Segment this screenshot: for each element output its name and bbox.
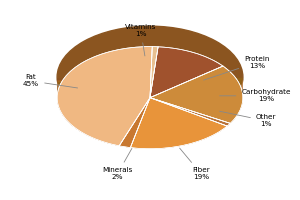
Text: Other
1%: Other 1% bbox=[220, 111, 276, 127]
Polygon shape bbox=[119, 77, 150, 146]
Text: Carbohydrate
19%: Carbohydrate 19% bbox=[220, 89, 291, 102]
Polygon shape bbox=[130, 98, 227, 149]
Polygon shape bbox=[57, 78, 243, 149]
Ellipse shape bbox=[57, 26, 243, 128]
Polygon shape bbox=[150, 77, 227, 126]
Polygon shape bbox=[150, 47, 158, 98]
Text: Fat
45%: Fat 45% bbox=[23, 74, 78, 88]
Polygon shape bbox=[57, 78, 243, 149]
Polygon shape bbox=[150, 47, 223, 98]
Polygon shape bbox=[119, 77, 150, 146]
Polygon shape bbox=[57, 78, 242, 149]
Polygon shape bbox=[150, 77, 230, 123]
Polygon shape bbox=[57, 47, 152, 146]
Polygon shape bbox=[150, 98, 230, 126]
Polygon shape bbox=[119, 79, 243, 149]
Text: Minerals
2%: Minerals 2% bbox=[102, 148, 133, 180]
Text: Vitamins
1%: Vitamins 1% bbox=[125, 24, 156, 56]
Polygon shape bbox=[57, 79, 230, 149]
Text: Protein
13%: Protein 13% bbox=[204, 56, 269, 80]
Polygon shape bbox=[150, 77, 230, 123]
Text: Fiber
19%: Fiber 19% bbox=[180, 148, 210, 180]
Polygon shape bbox=[130, 77, 150, 148]
Polygon shape bbox=[150, 66, 243, 123]
Polygon shape bbox=[58, 82, 242, 149]
Polygon shape bbox=[150, 77, 227, 126]
Polygon shape bbox=[130, 77, 150, 148]
Polygon shape bbox=[119, 98, 150, 148]
Polygon shape bbox=[57, 81, 243, 148]
